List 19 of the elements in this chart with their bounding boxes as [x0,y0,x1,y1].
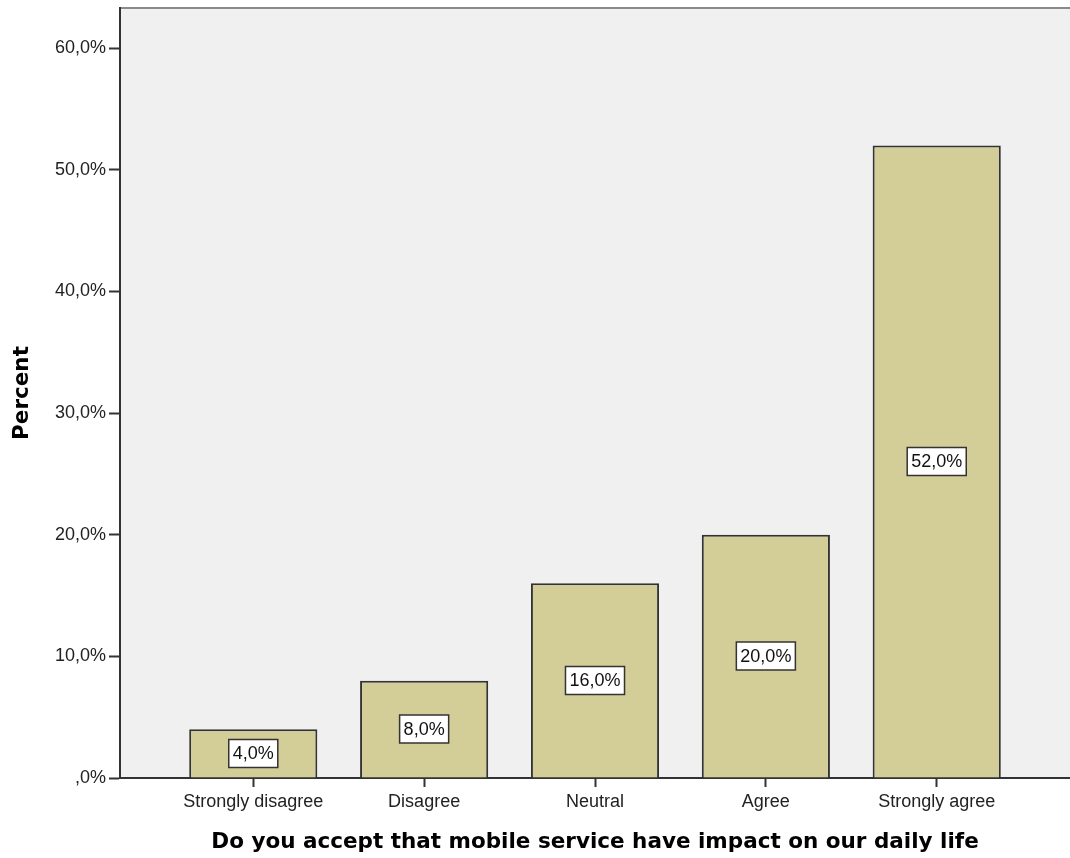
x-tick-label: Disagree [388,790,461,811]
x-tick-label: Strongly agree [878,790,996,811]
x-axis-title: Do you accept that mobile service have impact on our daily life [211,827,979,853]
x-tick-label: Agree [741,790,790,811]
data-label: 8,0% [403,719,445,740]
y-tick-label: 20,0% [54,523,106,544]
y-tick-label: ,0% [74,766,106,787]
y-axis-title: Percent [8,346,34,440]
x-tick-label: Neutral [565,790,625,811]
data-label: 16,0% [569,670,621,691]
y-tick-label: 60,0% [54,37,106,58]
y-tick-label: 50,0% [54,158,106,179]
y-tick-label: 40,0% [54,280,106,301]
x-tick-label: Strongly disagree [183,790,324,811]
data-label: 52,0% [911,451,963,472]
data-label: 4,0% [232,743,274,764]
y-tick-label: 10,0% [54,645,106,666]
y-tick-label: 30,0% [54,402,106,423]
data-label: 20,0% [740,646,792,667]
